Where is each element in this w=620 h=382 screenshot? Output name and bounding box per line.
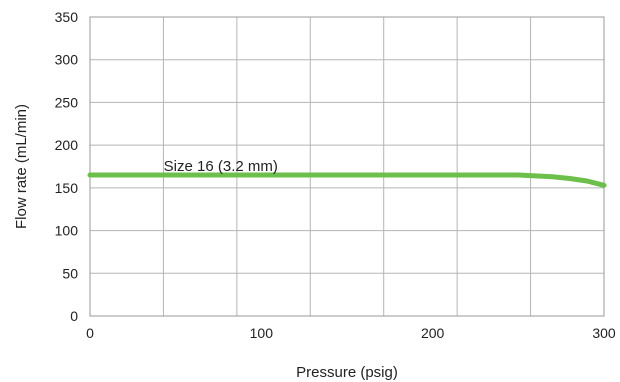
y-tick-label: 0 <box>70 308 78 324</box>
x-tick-label: 300 <box>592 325 616 341</box>
series-annotation-label: Size 16 (3.2 mm) <box>164 158 278 175</box>
x-tick-label: 200 <box>421 325 445 341</box>
x-tick-labels: 0 100 200 300 <box>86 325 616 341</box>
y-tick-labels: 0 50 100 150 200 250 300 350 <box>55 9 79 324</box>
x-tick-label: 0 <box>86 325 94 341</box>
y-tick-label: 50 <box>62 265 78 281</box>
plot-frame <box>89 16 605 317</box>
y-tick-label: 300 <box>55 52 79 68</box>
x-tick-label: 100 <box>250 325 274 341</box>
y-tick-label: 250 <box>55 94 79 110</box>
y-tick-label: 350 <box>55 9 79 25</box>
y-tick-label: 150 <box>55 180 79 196</box>
y-tick-label: 200 <box>55 137 79 153</box>
annotation-layer: Size 16 (3.2 mm) <box>164 158 278 175</box>
series-line-0 <box>87 172 607 188</box>
x-axis-title: Pressure (psig) <box>296 364 398 381</box>
y-tick-label: 100 <box>55 223 79 239</box>
series-layer <box>87 172 607 188</box>
y-axis-title: Flow rate (mL/min) <box>13 104 30 229</box>
grid-lines <box>90 17 604 316</box>
